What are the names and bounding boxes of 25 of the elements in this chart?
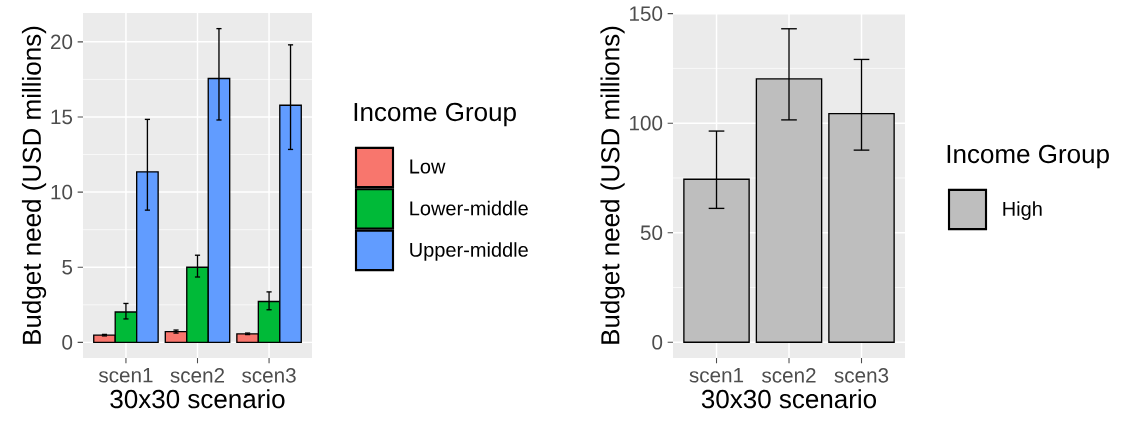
y-tick-label: 150 (630, 6, 663, 21)
legend-title: Income Group (947, 144, 1109, 169)
y-tick-label: 0 (62, 335, 73, 350)
y-axis-title: Budget need (USD millions) (600, 26, 625, 344)
x-axis-title: 30x30 scenario (110, 389, 285, 409)
y-tick-label: 50 (640, 225, 663, 241)
x-tick-label: scen1 (689, 368, 744, 383)
y-tick-label: 15 (51, 109, 73, 125)
y-tick-label: 100 (630, 115, 663, 131)
x-axis-title: 30x30 scenario (701, 389, 877, 409)
legend-label: Lower-middle (410, 200, 528, 216)
x-tick-label: scen2 (170, 368, 225, 383)
legend-label: Low (410, 159, 446, 174)
x-tick-label: scen2 (762, 368, 816, 383)
y-tick-label: 20 (51, 34, 73, 50)
legend-title: Income Group (354, 102, 516, 127)
x-tick-label: scen3 (242, 368, 296, 383)
legend-label: Upper-middle (410, 242, 528, 261)
y-axis-title: Budget need (USD millions) (21, 26, 47, 344)
y-tick-label: 10 (51, 184, 73, 200)
y-tick-label: 5 (62, 260, 73, 275)
x-tick-label: scen3 (834, 368, 889, 383)
x-tick-label: scen1 (98, 368, 153, 383)
legend-label: High (1003, 201, 1042, 220)
y-tick-label: 0 (652, 334, 663, 350)
